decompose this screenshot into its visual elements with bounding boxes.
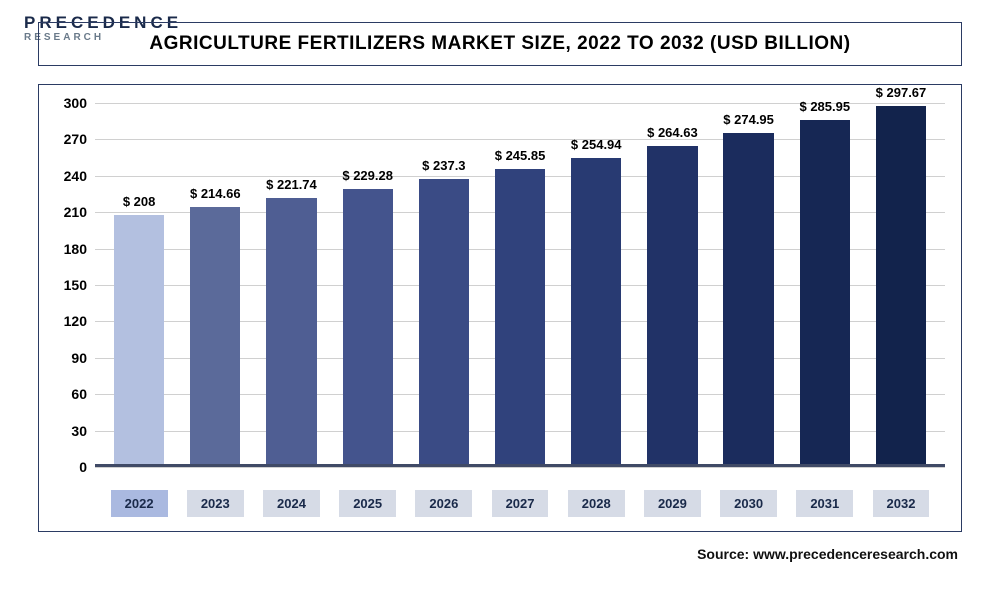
- y-tick-label: 300: [64, 95, 87, 111]
- bar: $ 264.63: [647, 146, 697, 467]
- bar-value-label: $ 264.63: [647, 125, 698, 140]
- plot: 0306090120150180210240270300 $ 208$ 214.…: [95, 103, 945, 467]
- x-axis-category-label: 2025: [339, 490, 396, 517]
- x-axis-category-label: 2027: [492, 490, 549, 517]
- y-tick-label: 270: [64, 131, 87, 147]
- bar-column: $ 229.28: [330, 103, 406, 467]
- bar: $ 221.74: [266, 198, 316, 467]
- bar: $ 214.66: [190, 207, 240, 467]
- x-label-box: 2025: [330, 490, 406, 517]
- bar: $ 285.95: [800, 120, 850, 467]
- bar: $ 245.85: [495, 169, 545, 467]
- bar-column: $ 221.74: [253, 103, 329, 467]
- bar-value-label: $ 221.74: [266, 177, 317, 192]
- x-axis-category-label: 2028: [568, 490, 625, 517]
- bar: $ 254.94: [571, 158, 621, 467]
- figure-container: PRECEDENCE RESEARCH AGRICULTURE FERTILIZ…: [0, 0, 1000, 592]
- chart-frame: 0 30 60 90 120 150 180 210 240 270 300 $ 208 $ 214.…: [38, 84, 962, 532]
- bar-value-label: $ 245.85: [495, 148, 546, 163]
- y-tick-label: 30: [71, 423, 87, 439]
- bar-value-label: $ 285.95: [799, 99, 850, 114]
- y-tick-label: 60: [71, 386, 87, 402]
- x-label-box: 2032: [863, 490, 939, 517]
- bar-column: $ 208: [101, 103, 177, 467]
- x-axis-category-label: 2030: [720, 490, 777, 517]
- bar-column: $ 285.95: [787, 103, 863, 467]
- x-axis-category-label: 2032: [873, 490, 930, 517]
- x-label-box: 2027: [482, 490, 558, 517]
- chart-title: AGRICULTURE FERTILIZERS MARKET SIZE, 202…: [38, 22, 962, 66]
- x-label-box: 2022: [101, 490, 177, 517]
- y-tick-label: 90: [71, 350, 87, 366]
- bar-column: $ 254.94: [558, 103, 634, 467]
- bar-value-label: $ 214.66: [190, 186, 241, 201]
- bar-value-label: $ 297.67: [876, 85, 927, 100]
- y-tick-label: 0: [79, 459, 87, 475]
- x-axis-category-label: 2026: [415, 490, 472, 517]
- x-label-box: 2026: [406, 490, 482, 517]
- bar: $ 229.28: [343, 189, 393, 467]
- bar-column: $ 214.66: [177, 103, 253, 467]
- gridline: [95, 467, 945, 468]
- y-tick-label: 120: [64, 313, 87, 329]
- x-label-box: 2023: [177, 490, 253, 517]
- y-tick-label: 180: [64, 241, 87, 257]
- bar-value-label: $ 254.94: [571, 137, 622, 152]
- bar: $ 208: [114, 215, 164, 467]
- bar-value-label: $ 237.3: [422, 158, 465, 173]
- x-label-box: 2029: [634, 490, 710, 517]
- bar: $ 237.3: [419, 179, 469, 467]
- bars-group: $ 208 $ 214.66 $ 221.74 $ 229.28 $ 237.3 $ 24…: [95, 103, 945, 467]
- source-attribution: Source: www.precedenceresearch.com: [20, 546, 958, 562]
- bar-value-label: $ 208: [123, 194, 156, 209]
- y-tick-label: 210: [64, 204, 87, 220]
- x-label-box: 2028: [558, 490, 634, 517]
- bar-column: $ 274.95: [711, 103, 787, 467]
- bar-column: $ 237.3: [406, 103, 482, 467]
- bar-column: $ 264.63: [634, 103, 710, 467]
- x-axis-category-label: 2031: [796, 490, 853, 517]
- y-tick-label: 150: [64, 277, 87, 293]
- x-label-box: 2031: [787, 490, 863, 517]
- bar: $ 297.67: [876, 106, 926, 467]
- x-axis-category-label: 2023: [187, 490, 244, 517]
- x-axis-category-label: 2024: [263, 490, 320, 517]
- x-axis-baseline: [95, 464, 945, 467]
- bar: $ 274.95: [723, 133, 773, 467]
- x-axis-labels: 2022 2023 2024 2025 2026 2027 2028 2029 2030 2031…: [95, 490, 945, 517]
- bar-column: $ 245.85: [482, 103, 558, 467]
- bar-value-label: $ 229.28: [342, 168, 393, 183]
- bar-column: $ 297.67: [863, 103, 939, 467]
- x-label-box: 2030: [711, 490, 787, 517]
- y-tick-label: 240: [64, 168, 87, 184]
- bar-value-label: $ 274.95: [723, 112, 774, 127]
- x-label-box: 2024: [253, 490, 329, 517]
- x-axis-category-label: 2022: [111, 490, 168, 517]
- chart-plot-area: 0306090120150180210240270300 $ 208$ 214.…: [95, 103, 945, 467]
- x-axis-category-label: 2029: [644, 490, 701, 517]
